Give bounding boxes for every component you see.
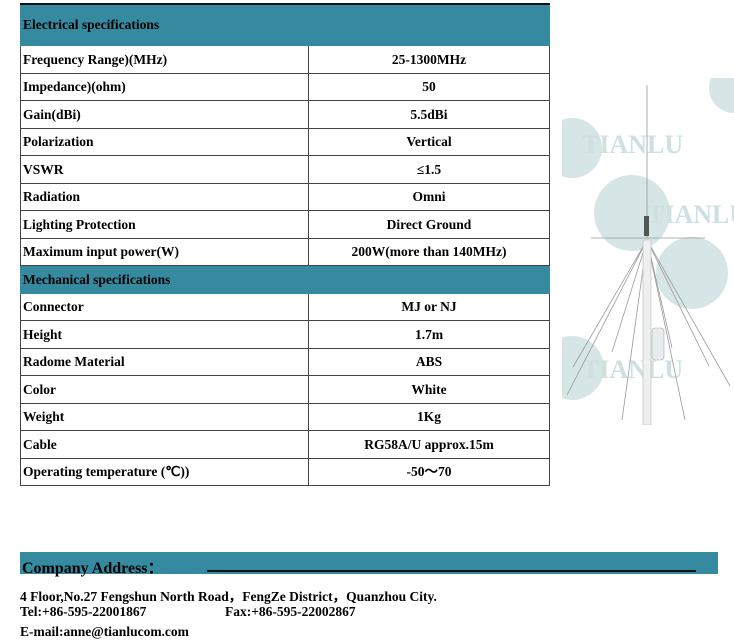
underline [207,570,696,572]
spec-label: Height [20,320,309,349]
spec-value: 5.5dBi [308,100,550,129]
table-row: Radiation Omni [20,182,550,211]
table-row: Lighting Protection Direct Ground [20,210,550,239]
watermark-text: TIANLU TIANLU TIANLU [582,130,734,384]
svg-text:TIANLU: TIANLU [582,355,683,384]
spec-value: ABS [308,347,550,376]
spec-value: 200W(more than 140MHz) [308,237,550,266]
spec-label: Gain(dBi) [20,100,309,129]
spec-value: MJ or NJ [308,292,550,321]
spec-value: 50 [308,72,550,101]
table-row: VSWR ≤1.5 [20,155,550,184]
table-row: Maximum input power(W) 200W(more than 140… [20,237,550,266]
watermark-logos [562,78,734,400]
table-row: Height 1.7m [20,320,550,349]
svg-text:TIANLU: TIANLU [582,130,683,159]
spec-value: 25-1300MHz [308,45,550,74]
spec-value: RG58A/U approx.15m [308,430,550,459]
section-header: Mechanical specifications [20,265,550,294]
spec-table: Electrical specifications Frequency Range… [20,3,550,486]
spec-label: Radiation [20,182,309,211]
company-address-bar: Company Address： [20,552,718,577]
address-text: 4 Floor,No.27 Fengshun North Road，FengZe… [20,589,437,604]
spec-label: Impedance)(ohm) [20,72,309,101]
spec-value: White [308,375,550,404]
spec-value: Vertical [308,127,550,156]
table-row: Weight 1Kg [20,402,550,431]
spec-label: Polarization [20,127,309,156]
table-row: Color White [20,375,550,404]
spec-value: 1Kg [308,402,550,431]
spec-label: Cable [20,430,309,459]
spec-label: VSWR [20,155,309,184]
spec-label: Frequency Range)(MHz) [20,45,309,74]
table-row: Gain(dBi) 5.5dBi [20,100,550,129]
email-text: E-mail:anne@tianlucom.com [20,624,189,639]
spec-label: Operating temperature (℃)) [20,457,309,486]
spec-label: Lighting Protection [20,210,309,239]
table-row: Impedance)(ohm) 50 [20,72,550,101]
table-row: Frequency Range)(MHz) 25-1300MHz [20,45,550,74]
section-header: Electrical specifications [20,3,550,46]
tel-text: Tel:+86-595-22001867 [20,604,147,619]
spec-label: Radome Material [20,347,309,376]
spec-value: Direct Ground [308,210,550,239]
company-address-title: Company Address： [22,560,164,577]
spec-label: Color [20,375,309,404]
fax-text: Fax:+86-595-22002867 [225,604,356,619]
spec-value: ≤1.5 [308,155,550,184]
table-row: Operating temperature (℃)) -50～70 [20,457,550,486]
spec-label: Connector [20,292,309,321]
spec-value: Omni [308,182,550,211]
section-title: Electrical specifications [20,3,550,46]
table-row: Polarization Vertical [20,127,550,156]
table-row: Connector MJ or NJ [20,292,550,321]
section-title: Mechanical specifications [20,265,550,294]
table-row: Radome Material ABS [20,347,550,376]
spec-label: Weight [20,402,309,431]
antenna-photo: TIANLU TIANLU TIANLU [562,78,734,425]
spec-label: Maximum input power(W) [20,237,309,266]
spec-value: -50～70 [308,457,550,486]
table-row: Cable RG58A/U approx.15m [20,430,550,459]
svg-text:TIANLU: TIANLU [647,200,734,229]
spec-value: 1.7m [308,320,550,349]
